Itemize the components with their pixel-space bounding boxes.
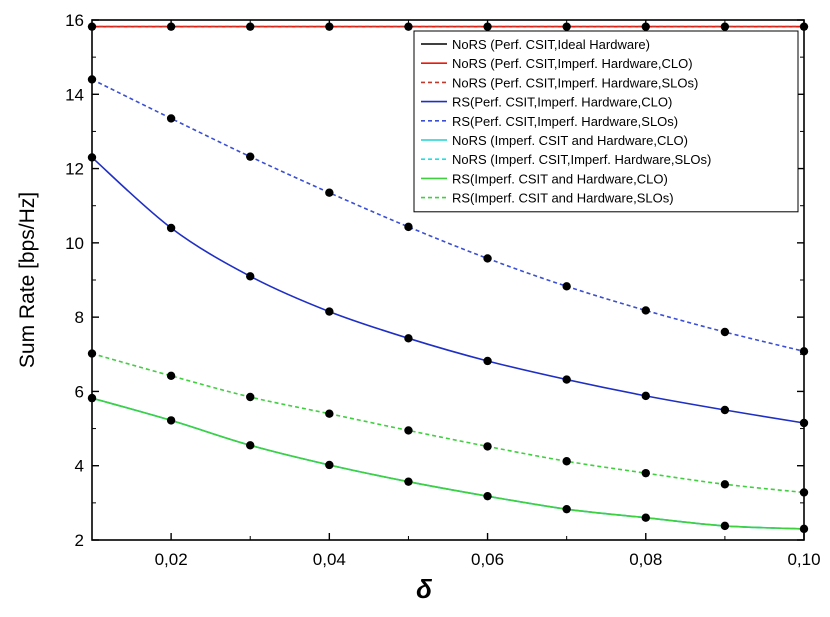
data-point xyxy=(483,254,492,263)
data-point xyxy=(483,22,492,31)
legend-label: RS(Imperf. CSIT and Hardware,SLOs) xyxy=(452,191,674,206)
legend-label: NoRS (Perf. CSIT,Imperf. Hardware,SLOs) xyxy=(452,75,698,90)
legend-label: NoRS (Perf. CSIT,Ideal Hardware) xyxy=(452,37,650,52)
data-point xyxy=(325,409,334,418)
legend-label: RS(Imperf. CSIT and Hardware,CLO) xyxy=(452,171,668,186)
data-point xyxy=(325,460,334,470)
plot-frame xyxy=(91,19,805,541)
data-point xyxy=(325,188,334,197)
data-point xyxy=(404,334,413,343)
x-tick-label: 0,02 xyxy=(155,550,188,569)
series-lines xyxy=(91,25,805,530)
y-tick-label: 16 xyxy=(65,11,84,30)
data-point xyxy=(641,513,650,522)
data-point xyxy=(641,22,650,31)
legend-label: NoRS (Imperf. CSIT and Hardware,CLO) xyxy=(452,133,688,148)
tick-labels: 2 4 6 8 10 12 14 16 0,02 0,04 0,06 0,08 0,10 xyxy=(65,11,820,569)
data-point xyxy=(641,391,650,401)
series-line-9 xyxy=(91,352,805,494)
data-point xyxy=(166,22,176,31)
x-tick-label: 0,04 xyxy=(313,550,346,569)
data-point xyxy=(166,416,176,425)
data-point xyxy=(246,22,255,31)
legend-label: NoRS (Imperf. CSIT,Imperf. Hardware,SLOs… xyxy=(452,152,711,167)
y-axis-title: Sum Rate [bps/Hz] xyxy=(16,192,39,368)
data-point xyxy=(562,282,571,291)
data-point xyxy=(641,468,650,478)
data-point xyxy=(246,441,255,450)
data-point xyxy=(404,222,413,232)
data-point xyxy=(483,491,492,501)
legend-box xyxy=(413,30,799,213)
y-tick-label: 4 xyxy=(75,457,84,476)
y-tick-label: 6 xyxy=(75,382,84,401)
x-axis-title: δ xyxy=(416,574,432,604)
data-point xyxy=(325,22,334,31)
legend-label: NoRS (Perf. CSIT,Imperf. Hardware,CLO) xyxy=(452,56,693,71)
data-point xyxy=(246,392,255,402)
data-point xyxy=(325,307,334,316)
data-point xyxy=(720,22,730,31)
y-tick-label: 14 xyxy=(65,85,84,104)
data-point xyxy=(246,272,255,281)
legend: NoRS (Perf. CSIT,Ideal Hardware) NoRS (Pe… xyxy=(413,30,799,213)
data-point xyxy=(166,223,176,233)
data-point xyxy=(404,22,413,31)
series-line-7 xyxy=(91,397,805,530)
data-point xyxy=(166,371,176,381)
series-line-6 xyxy=(91,397,805,530)
y-tick-label: 12 xyxy=(65,160,84,179)
data-point xyxy=(562,375,571,384)
y-tick-label: 8 xyxy=(75,308,84,327)
y-tick-label: 10 xyxy=(65,234,84,253)
data-point xyxy=(404,477,413,486)
data-point xyxy=(246,152,255,161)
y-tick-label: 2 xyxy=(75,531,84,550)
data-point xyxy=(641,306,650,315)
data-point xyxy=(720,405,730,415)
x-tick-label: 0,08 xyxy=(629,550,662,569)
series-line-8 xyxy=(91,397,805,530)
legend-label: RS(Perf. CSIT,Imperf. Hardware,SLOs) xyxy=(452,114,678,129)
data-point xyxy=(720,480,730,489)
data-point xyxy=(720,521,730,531)
data-point xyxy=(166,114,176,123)
x-tick-label: 0,06 xyxy=(471,550,504,569)
x-tick-label: 0,10 xyxy=(787,550,820,569)
data-point xyxy=(404,426,413,435)
series-line-4 xyxy=(91,156,805,424)
data-point xyxy=(483,356,492,366)
data-point xyxy=(720,327,730,337)
data-point xyxy=(562,457,571,466)
data-point xyxy=(562,22,571,31)
data-point xyxy=(562,504,571,514)
legend-label: RS(Perf. CSIT,Imperf. Hardware,CLO) xyxy=(452,95,672,110)
data-point xyxy=(483,442,492,451)
